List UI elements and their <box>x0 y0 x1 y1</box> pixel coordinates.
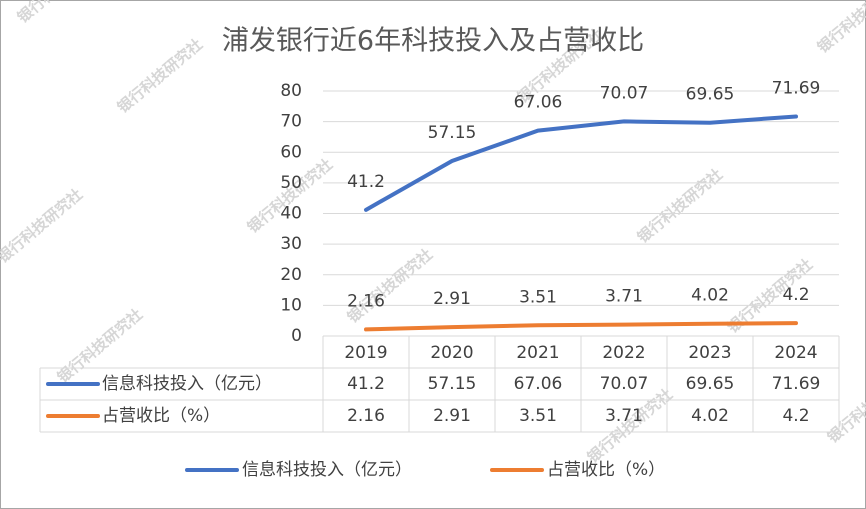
table-value: 4.2 <box>782 406 809 426</box>
legend-label: 占营收比（%） <box>547 460 665 480</box>
table-value: 70.07 <box>600 374 649 394</box>
y-tick-label: 10 <box>280 295 302 315</box>
data-label: 3.71 <box>605 287 643 307</box>
y-tick-label: 0 <box>291 326 302 346</box>
table-value: 2.91 <box>433 406 471 426</box>
table-value: 4.02 <box>691 406 729 426</box>
data-label: 70.07 <box>600 83 649 103</box>
y-tick-label: 20 <box>280 265 302 285</box>
table-value: 2.16 <box>347 406 385 426</box>
y-tick-label: 80 <box>280 81 302 101</box>
data-label: 41.2 <box>347 172 385 192</box>
table-value: 57.15 <box>428 374 477 394</box>
table-value: 71.69 <box>772 374 821 394</box>
data-label: 67.06 <box>514 93 563 113</box>
table-value: 3.51 <box>519 406 557 426</box>
y-tick-label: 70 <box>280 112 302 132</box>
data-label: 69.65 <box>686 85 735 105</box>
x-tick-label: 2022 <box>602 343 645 363</box>
line-series <box>364 321 798 332</box>
table-value: 69.65 <box>686 374 735 394</box>
y-tick-label: 50 <box>280 173 302 193</box>
y-tick-label: 60 <box>280 142 302 162</box>
chart-title: 浦发银行近6年科技投入及占营收比 <box>222 26 644 57</box>
data-label: 3.51 <box>519 287 557 307</box>
table-value: 41.2 <box>347 374 385 394</box>
data-label: 71.69 <box>772 78 821 98</box>
y-tick-label: 30 <box>280 234 302 254</box>
table-row-label: 信息科技投入（亿元） <box>102 374 272 394</box>
data-label: 4.02 <box>691 286 729 306</box>
data-label: 2.16 <box>347 291 385 311</box>
data-label: 4.2 <box>782 285 809 305</box>
data-label: 2.91 <box>433 289 471 309</box>
table-value: 67.06 <box>514 374 563 394</box>
x-tick-label: 2021 <box>516 343 559 363</box>
table-row-label: 占营收比（%） <box>102 406 220 426</box>
data-label: 57.15 <box>428 123 477 143</box>
x-tick-label: 2019 <box>344 343 387 363</box>
legend-label: 信息科技投入（亿元） <box>242 460 412 480</box>
x-tick-label: 2020 <box>430 343 473 363</box>
line-series <box>364 114 798 212</box>
y-tick-label: 40 <box>280 204 302 224</box>
table-value: 3.71 <box>605 406 643 426</box>
x-tick-label: 2024 <box>774 343 817 363</box>
x-tick-label: 2023 <box>688 343 731 363</box>
